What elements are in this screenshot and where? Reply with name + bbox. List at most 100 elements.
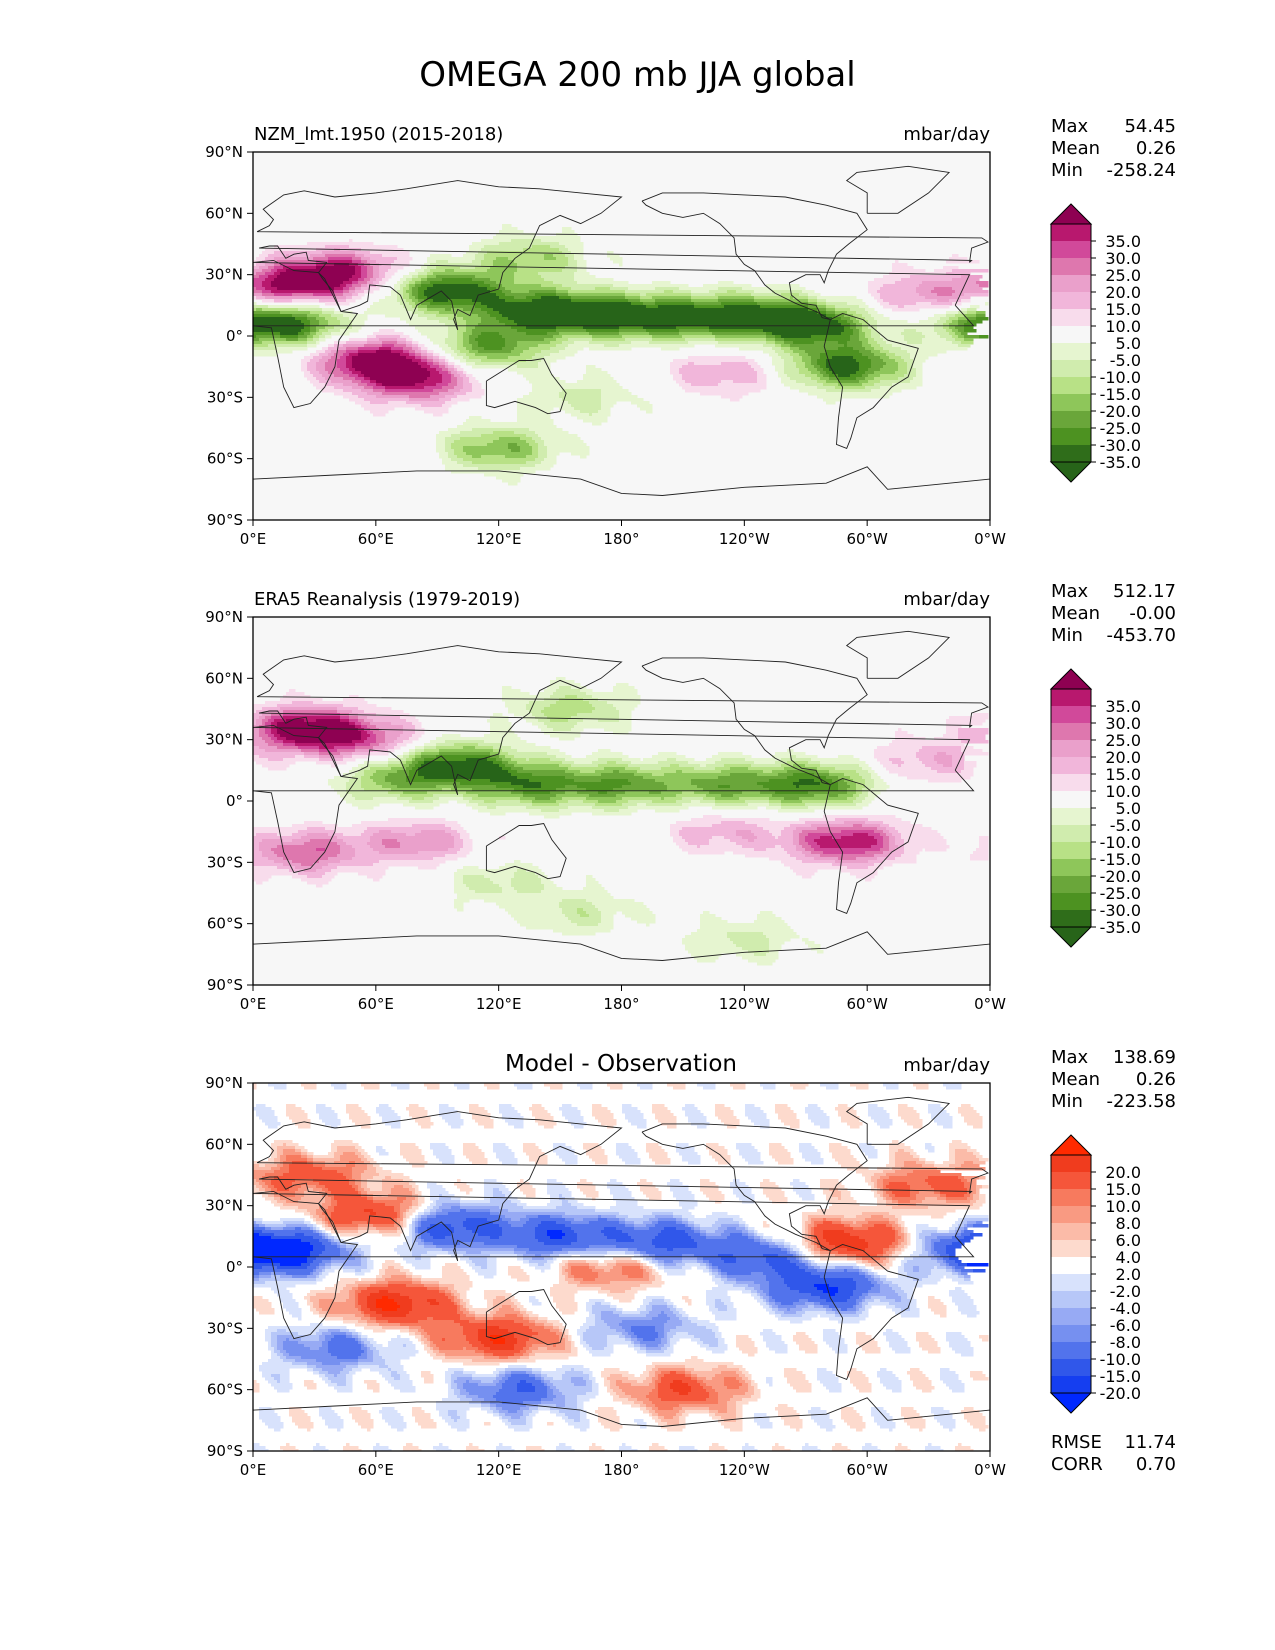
colorbar-label: -20.0 [1100, 1384, 1141, 1403]
colorbar-segment [1051, 910, 1091, 928]
colorbar-label: -10.0 [1100, 1350, 1141, 1369]
y-tick-label: 30°N [205, 731, 243, 749]
y-tick-label: 30°N [205, 266, 243, 284]
coastline [256, 180, 989, 331]
stat-min-value: -258.24 [1107, 160, 1176, 181]
x-tick-label: 120°E [476, 530, 522, 548]
rmse-value: 11.74 [1124, 1432, 1176, 1453]
coastline [253, 466, 990, 496]
colorbar-segment [1051, 445, 1091, 463]
coastline [641, 1123, 868, 1252]
colorbar-segment [1051, 1325, 1091, 1343]
colorbar-label: 6.0 [1116, 1231, 1141, 1250]
colorbar-label: 5.0 [1116, 334, 1141, 353]
colorbar-extend-top [1049, 668, 1093, 690]
colorbar-segment [1051, 326, 1091, 344]
x-tick-label: 0°E [240, 530, 267, 548]
y-tick-label: 90°S [207, 511, 243, 529]
x-tick-label: 120°W [719, 530, 770, 548]
y-tick-label: 0° [226, 327, 243, 345]
colorbar-label: -25.0 [1100, 884, 1141, 903]
colorbar-segment [1051, 1172, 1091, 1190]
stat-mean-label: Mean [1051, 138, 1100, 159]
colorbar-segment [1051, 1291, 1091, 1309]
coastline [823, 1244, 919, 1380]
colorbar-segment [1051, 689, 1091, 707]
colorbar-segment [1051, 1376, 1091, 1394]
colorbar-label: 25.0 [1105, 731, 1141, 750]
colorbar: 35.030.025.020.015.010.05.0-5.0-10.0-15.… [1049, 668, 1141, 948]
colorbar-segment [1051, 411, 1091, 429]
stat-min-label: Min [1051, 1091, 1083, 1112]
colorbar-segment [1051, 1308, 1091, 1326]
colorbar-label: 25.0 [1105, 266, 1141, 285]
colorbar-label: 10.0 [1105, 782, 1141, 801]
y-tick-label: 60°S [207, 1381, 243, 1399]
colorbar-label: 15.0 [1105, 1180, 1141, 1199]
colorbar-segment [1051, 791, 1091, 809]
colorbar-segment [1051, 275, 1091, 293]
colorbar-segment [1051, 428, 1091, 446]
colorbar-segment [1051, 706, 1091, 724]
coastline [845, 1096, 951, 1145]
colorbar-label: -2.0 [1110, 1282, 1141, 1301]
colorbar-segment [1051, 360, 1091, 378]
y-tick-label: 90°N [205, 1074, 243, 1092]
corr-value: 0.70 [1136, 1454, 1176, 1475]
x-tick-label: 60°W [846, 1461, 888, 1479]
colorbar-segment [1051, 842, 1091, 860]
stat-max-label: Max [1051, 116, 1089, 137]
units-label: mbar/day [903, 589, 990, 610]
colorbar-label: 20.0 [1105, 283, 1141, 302]
x-tick-label: 0°W [974, 995, 1006, 1013]
panel-model: NZM_lmt.1950 (2015-2018) mbar/day 0°E 60°E 1… [205, 116, 1176, 548]
x-tick-label: 60°E [358, 1461, 394, 1479]
x-tick-label: 120°W [719, 1461, 770, 1479]
colorbar-label: -8.0 [1110, 1333, 1141, 1352]
panel-obs: ERA5 Reanalysis (1979-2019) mbar/day 0°E 60… [205, 581, 1176, 1013]
colorbar-label: -4.0 [1110, 1299, 1141, 1318]
y-tick-label: 60°N [205, 1135, 243, 1153]
stat-min-label: Min [1051, 625, 1083, 646]
colorbar-label: 15.0 [1105, 765, 1141, 784]
stat-max-label: Max [1051, 581, 1089, 602]
colorbar-segment [1051, 224, 1091, 242]
colorbar-segment [1051, 1342, 1091, 1360]
x-tick-label: 0°W [974, 1461, 1006, 1479]
colorbar-label: -35.0 [1100, 453, 1141, 472]
coastline [641, 657, 868, 786]
colorbar-label: -20.0 [1100, 402, 1141, 421]
colorbar-extend-top [1049, 1134, 1093, 1156]
colorbar: 20.015.010.08.06.04.02.0-2.0-4.0-6.0-8.0… [1049, 1134, 1141, 1414]
y-tick-label: 60°N [205, 669, 243, 687]
stat-mean-label: Mean [1051, 603, 1100, 624]
coastline [253, 724, 975, 874]
colorbar-label: 5.0 [1116, 799, 1141, 818]
colorbar-segment [1051, 893, 1091, 911]
stat-max-value: 54.45 [1124, 116, 1176, 137]
colorbar-segment [1051, 394, 1091, 412]
stat-mean-value: 0.26 [1136, 1069, 1176, 1090]
colorbar-label: 35.0 [1105, 697, 1141, 716]
colorbar-label: 20.0 [1105, 748, 1141, 767]
colorbar-segment [1051, 757, 1091, 775]
y-tick-label: 0° [226, 792, 243, 810]
x-tick-label: 120°W [719, 995, 770, 1013]
field-map [253, 1083, 990, 1451]
stat-max-value: 138.69 [1113, 1047, 1176, 1068]
x-tick-label: 120°E [476, 1461, 522, 1479]
colorbar-segment [1051, 859, 1091, 877]
y-tick-label: 90°N [205, 608, 243, 626]
coastline [256, 1111, 989, 1262]
stat-min-label: Min [1051, 160, 1083, 181]
colorbar-segment [1051, 1189, 1091, 1207]
coastline [485, 1289, 567, 1346]
colorbar-segment [1051, 1257, 1091, 1275]
colorbar-label: 10.0 [1105, 1197, 1141, 1216]
coastline [485, 823, 567, 880]
panel-title: ERA5 Reanalysis (1979-2019) [254, 589, 520, 610]
y-tick-label: 30°S [207, 388, 243, 406]
colorbar-segment [1051, 740, 1091, 758]
colorbar-extend-bottom [1049, 926, 1093, 948]
